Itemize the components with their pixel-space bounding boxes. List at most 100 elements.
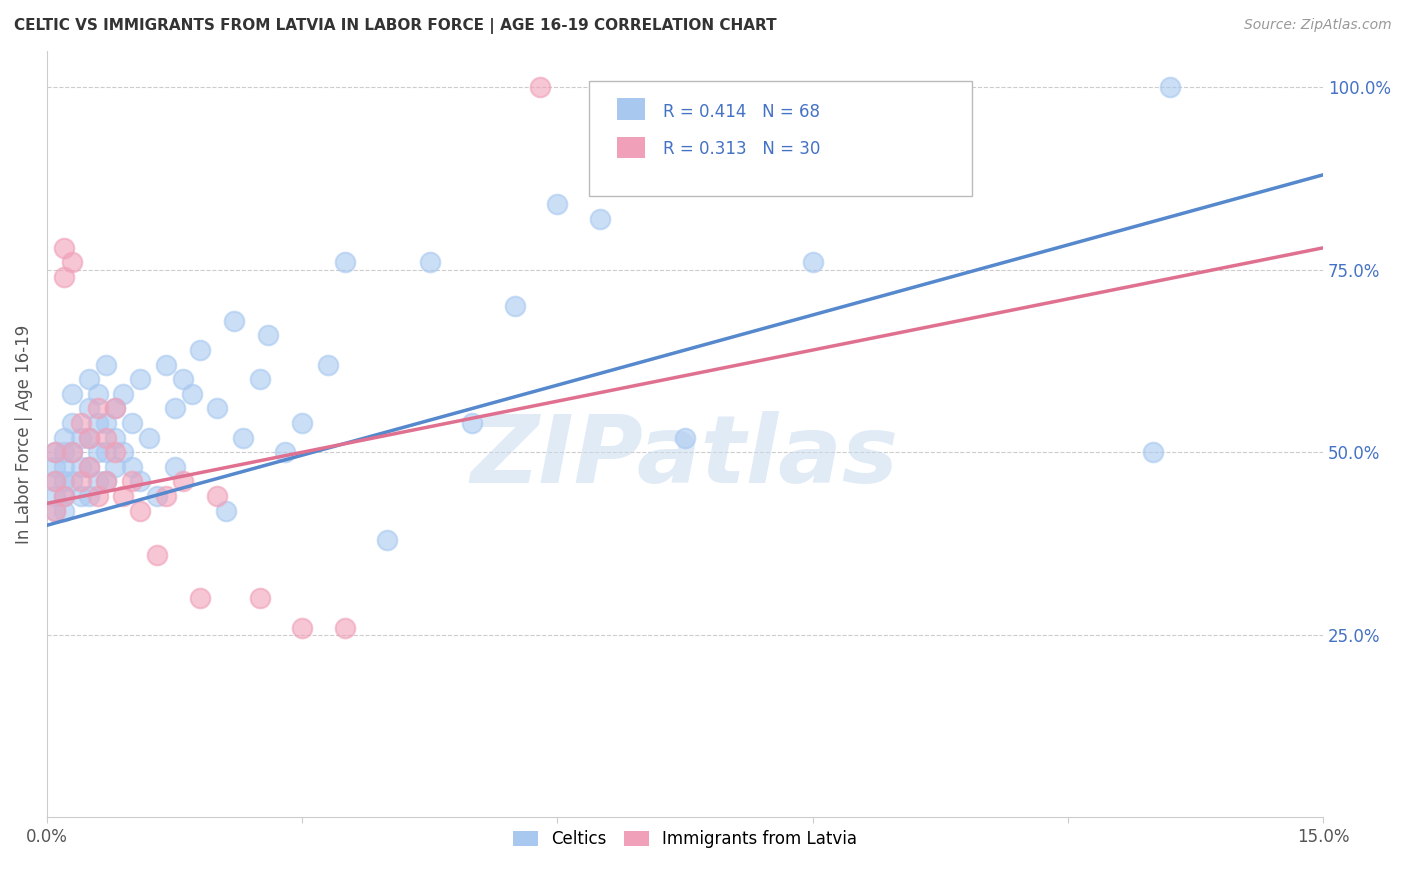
Point bbox=[333, 620, 356, 634]
Y-axis label: In Labor Force | Age 16-19: In Labor Force | Age 16-19 bbox=[15, 325, 32, 543]
Point bbox=[104, 459, 127, 474]
Point bbox=[163, 459, 186, 474]
Point bbox=[52, 241, 75, 255]
Point bbox=[375, 533, 398, 547]
Text: R = 0.313   N = 30: R = 0.313 N = 30 bbox=[664, 140, 821, 158]
Point bbox=[96, 475, 118, 489]
Point bbox=[70, 459, 93, 474]
Point bbox=[1159, 80, 1181, 95]
Point bbox=[121, 416, 143, 430]
Point bbox=[249, 372, 271, 386]
Point bbox=[62, 445, 84, 459]
Point bbox=[172, 372, 194, 386]
Point bbox=[546, 197, 568, 211]
Point bbox=[112, 445, 135, 459]
Point bbox=[96, 431, 118, 445]
Point bbox=[155, 358, 177, 372]
Text: CELTIC VS IMMIGRANTS FROM LATVIA IN LABOR FORCE | AGE 16-19 CORRELATION CHART: CELTIC VS IMMIGRANTS FROM LATVIA IN LABO… bbox=[14, 18, 776, 34]
Point bbox=[79, 431, 101, 445]
Text: ZIPatlas: ZIPatlas bbox=[471, 411, 898, 503]
Point bbox=[44, 504, 66, 518]
FancyBboxPatch shape bbox=[617, 136, 645, 158]
Point bbox=[79, 489, 101, 503]
Legend: Celtics, Immigrants from Latvia: Celtics, Immigrants from Latvia bbox=[506, 823, 863, 855]
Point bbox=[291, 416, 314, 430]
Point bbox=[70, 475, 93, 489]
Point bbox=[44, 489, 66, 503]
Point bbox=[121, 475, 143, 489]
Point bbox=[96, 416, 118, 430]
Point bbox=[70, 431, 93, 445]
Point bbox=[129, 475, 152, 489]
Point bbox=[146, 489, 169, 503]
Point bbox=[673, 431, 696, 445]
Point bbox=[274, 445, 297, 459]
Point bbox=[333, 255, 356, 269]
FancyBboxPatch shape bbox=[617, 98, 645, 120]
Point bbox=[87, 416, 110, 430]
Point bbox=[52, 459, 75, 474]
Point bbox=[589, 211, 612, 226]
Point bbox=[79, 372, 101, 386]
Point bbox=[52, 489, 75, 503]
Point bbox=[52, 489, 75, 503]
Point bbox=[214, 504, 236, 518]
Text: Source: ZipAtlas.com: Source: ZipAtlas.com bbox=[1244, 18, 1392, 32]
Point bbox=[52, 431, 75, 445]
Point bbox=[419, 255, 441, 269]
Point bbox=[44, 475, 66, 489]
Point bbox=[461, 416, 484, 430]
Point bbox=[62, 255, 84, 269]
Point bbox=[503, 299, 526, 313]
Point bbox=[316, 358, 339, 372]
Point bbox=[1142, 445, 1164, 459]
Point bbox=[62, 445, 84, 459]
Point bbox=[79, 401, 101, 416]
Point bbox=[87, 445, 110, 459]
Point bbox=[205, 489, 228, 503]
Point bbox=[87, 489, 110, 503]
Point bbox=[104, 445, 127, 459]
Point bbox=[44, 445, 66, 459]
FancyBboxPatch shape bbox=[589, 81, 972, 196]
Point bbox=[188, 591, 211, 606]
Point bbox=[52, 504, 75, 518]
Point bbox=[70, 489, 93, 503]
Point bbox=[52, 475, 75, 489]
Point bbox=[44, 504, 66, 518]
Point bbox=[44, 475, 66, 489]
Point bbox=[172, 475, 194, 489]
Point bbox=[96, 475, 118, 489]
Point bbox=[801, 255, 824, 269]
Point bbox=[87, 475, 110, 489]
Point bbox=[104, 401, 127, 416]
Point bbox=[129, 504, 152, 518]
Point bbox=[104, 401, 127, 416]
Point bbox=[62, 475, 84, 489]
Point bbox=[188, 343, 211, 357]
Point bbox=[79, 431, 101, 445]
Point bbox=[222, 314, 245, 328]
Text: R = 0.414   N = 68: R = 0.414 N = 68 bbox=[664, 103, 820, 120]
Point bbox=[146, 548, 169, 562]
Point bbox=[291, 620, 314, 634]
Point bbox=[96, 445, 118, 459]
Point bbox=[52, 445, 75, 459]
Point bbox=[529, 80, 551, 95]
Point bbox=[44, 459, 66, 474]
Point bbox=[112, 387, 135, 401]
Point bbox=[257, 328, 280, 343]
Point bbox=[44, 445, 66, 459]
Point bbox=[180, 387, 202, 401]
Point bbox=[129, 372, 152, 386]
Point bbox=[205, 401, 228, 416]
Point bbox=[163, 401, 186, 416]
Point bbox=[112, 489, 135, 503]
Point bbox=[138, 431, 160, 445]
Point bbox=[87, 401, 110, 416]
Point bbox=[232, 431, 254, 445]
Point bbox=[70, 416, 93, 430]
Point bbox=[79, 459, 101, 474]
Point bbox=[79, 459, 101, 474]
Point bbox=[249, 591, 271, 606]
